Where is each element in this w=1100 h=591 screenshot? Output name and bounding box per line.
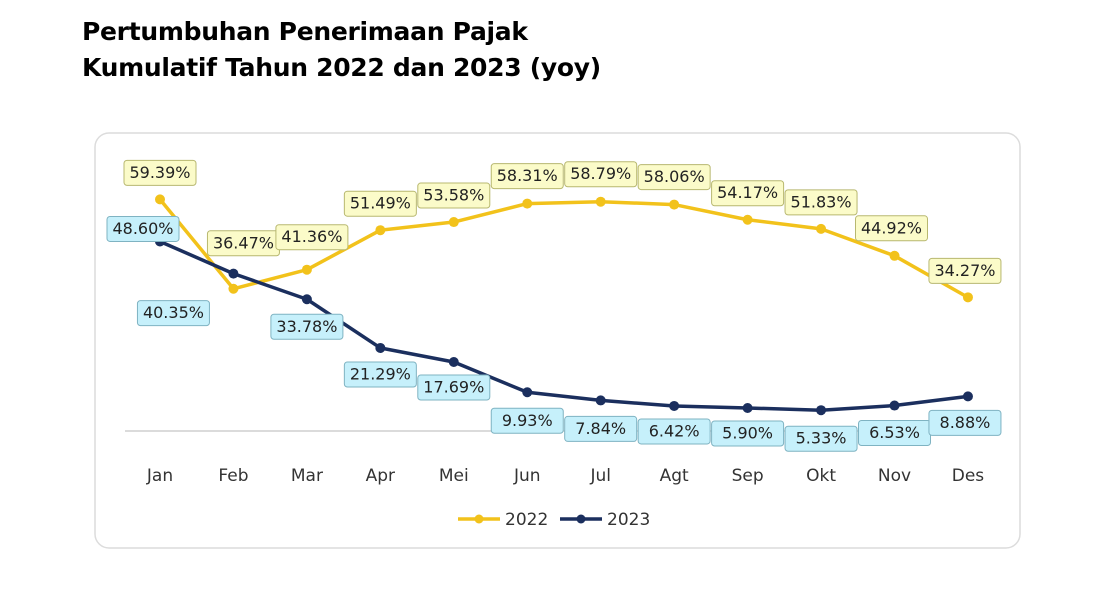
data-label: 34.27% (934, 261, 995, 280)
data-point (155, 194, 165, 205)
data-label: 41.36% (281, 227, 342, 246)
legend-item: 2022 (458, 510, 548, 530)
legend-label: 2023 (607, 510, 650, 530)
series-line (159, 239, 969, 412)
x-tick-label: Nov (878, 466, 911, 486)
x-tick-label: Mar (291, 466, 323, 486)
data-label: 54.17% (717, 183, 778, 202)
label-box (490, 407, 564, 434)
label-box (417, 182, 491, 209)
data-label: 7.84% (575, 419, 626, 438)
label-box (417, 374, 491, 401)
data-point (669, 400, 680, 411)
chart-title: Pertumbuhan Penerimaan Pajak Kumulatif T… (82, 17, 601, 82)
x-tick-label: Apr (366, 466, 395, 486)
label-box (784, 425, 858, 452)
data-label: 40.35% (143, 303, 204, 322)
label-box (784, 189, 858, 216)
data-point (448, 217, 459, 228)
data-label: 59.39% (129, 163, 190, 182)
data-point (228, 283, 239, 294)
data-label: 44.92% (861, 218, 922, 237)
data-point (962, 292, 973, 303)
data-label: 21.29% (350, 364, 411, 383)
label-box (637, 418, 711, 445)
label-box (711, 420, 785, 447)
label-box (711, 180, 785, 207)
label-box (270, 313, 344, 340)
data-point (228, 268, 239, 279)
label-box (928, 409, 1002, 436)
data-point (962, 391, 973, 402)
data-point (301, 294, 312, 305)
label-box (564, 415, 638, 442)
data-point (595, 395, 606, 406)
data-point (522, 387, 533, 398)
legend-dot (576, 514, 586, 524)
data-point (816, 405, 827, 416)
data-label: 48.60% (112, 219, 173, 238)
label-box (106, 215, 180, 242)
data-point (669, 199, 680, 210)
x-tick-label: Des (952, 466, 985, 486)
data-label: 51.49% (350, 194, 411, 213)
data-label: 9.93% (502, 411, 553, 430)
data-label: 6.42% (649, 421, 700, 440)
data-point (595, 196, 606, 207)
x-tick-label: Jun (513, 466, 541, 486)
x-tick-label: Agt (660, 466, 689, 486)
x-tick-label: Mei (439, 466, 469, 486)
data-point (889, 400, 900, 411)
legend-label: 2022 (505, 510, 548, 530)
legend-dot (474, 514, 484, 524)
data-point (889, 250, 900, 261)
data-label: 51.83% (791, 192, 852, 211)
data-label: 58.31% (497, 166, 558, 185)
data-label: 6.53% (869, 423, 920, 442)
x-tick-label: Jan (146, 466, 173, 486)
data-point (375, 342, 386, 353)
x-tick-label: Jul (589, 466, 611, 486)
label-box (343, 361, 417, 388)
x-tick-label: Feb (218, 466, 248, 486)
data-point (522, 198, 533, 209)
x-tick-label: Okt (806, 466, 836, 486)
data-point (375, 225, 386, 236)
label-box (123, 159, 197, 186)
label-box (343, 190, 417, 217)
data-point (742, 402, 753, 413)
data-point (301, 264, 312, 275)
label-box (490, 163, 564, 190)
data-label: 36.47% (213, 233, 274, 252)
label-box (136, 300, 210, 327)
series-line (158, 198, 969, 299)
label-box (855, 215, 928, 242)
data-label: 5.90% (722, 423, 773, 442)
data-point (816, 223, 827, 234)
data-label: 5.33% (796, 429, 847, 448)
data-label: 17.69% (423, 378, 484, 397)
label-box (564, 161, 638, 188)
data-label: 53.58% (423, 186, 484, 205)
x-tick-label: Sep (732, 466, 764, 486)
label-box (637, 164, 711, 191)
data-point (742, 214, 753, 225)
data-label: 8.88% (940, 413, 991, 432)
label-box (275, 224, 349, 251)
data-label: 33.78% (276, 317, 337, 336)
legend-item: 2023 (560, 510, 650, 530)
data-point (448, 357, 459, 368)
data-label: 58.06% (644, 167, 705, 186)
data-label: 58.79% (570, 164, 631, 183)
label-box (928, 257, 1002, 284)
